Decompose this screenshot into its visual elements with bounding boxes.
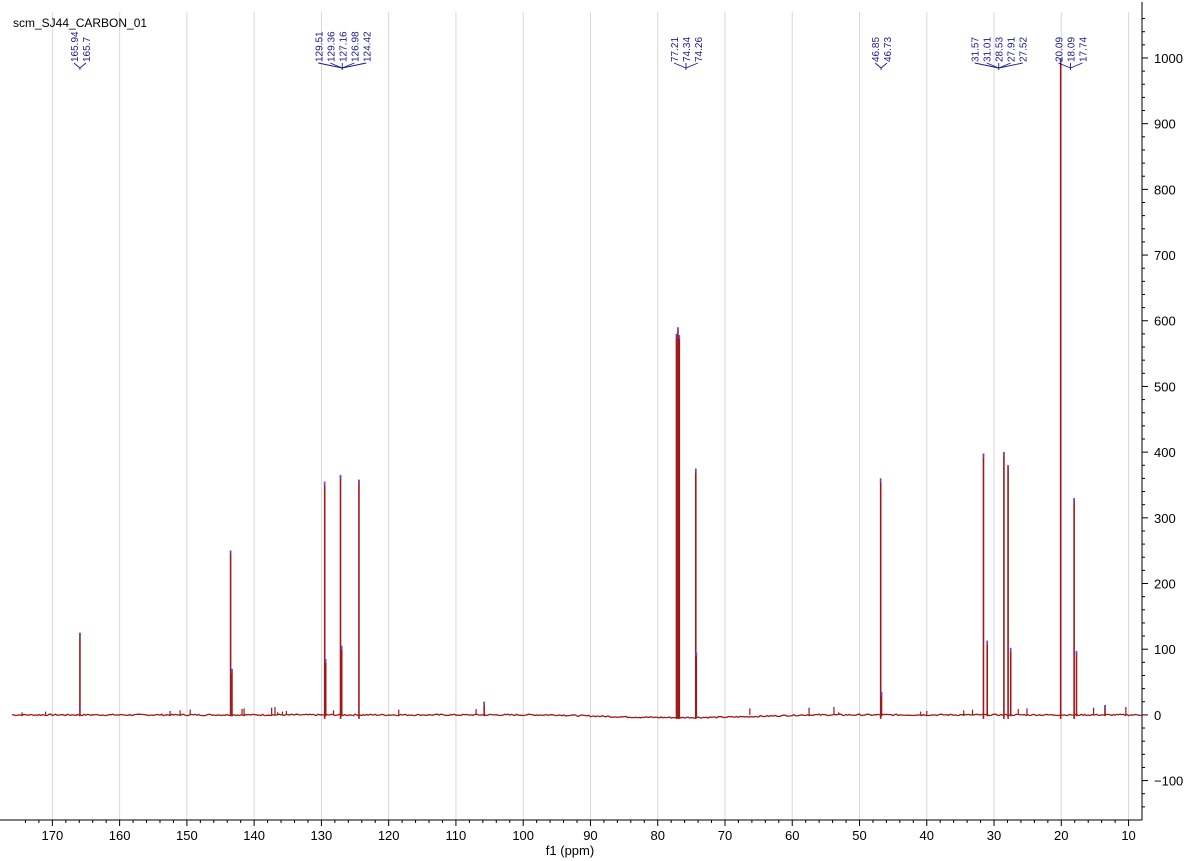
x-tick-label: 50 [852,828,866,843]
peak-label-connector [874,62,882,69]
x-tick-label: 10 [1121,828,1135,843]
x-tick-label: 30 [987,828,1001,843]
peak-label: 126.98 [350,31,361,62]
peak-label-connector [342,62,367,69]
peak-label: 127.16 [338,31,349,62]
x-tick-label: 120 [378,828,400,843]
x-tick-label: 100 [512,828,534,843]
peak-label: 31.57 [971,37,982,62]
peak-label-connector [685,62,699,69]
peak-label: 18.09 [1066,37,1077,62]
y-tick-label: 200 [1154,577,1176,592]
x-tick-label: 170 [42,828,64,843]
y-tick-label: 0 [1154,708,1161,723]
peak-label: 77.21 [670,37,681,62]
peak-label-connector [880,62,888,69]
peak-label: 165.7 [82,37,93,62]
x-tick-label: 150 [176,828,198,843]
axis-layer: 170 160 150 140 130 120 110 100 90 80 70 60 50 40 30 20… [0,2,1183,843]
peak-label-connector [998,62,1023,69]
peak-label-connector [318,62,343,69]
peak-label: 31.01 [983,37,994,62]
peak-label: 20.09 [1054,37,1065,62]
peak-label: 46.73 [883,37,894,62]
peak-label: 129.51 [314,31,325,62]
peak-label-layer: 165.94 165.7 129.51 129.36 127.16 126.98 124.4… [70,31,1089,70]
x-tick-label: 130 [311,828,333,843]
x-tick-label: 90 [583,828,597,843]
x-tick-label: 40 [920,828,934,843]
spectrum-baseline [11,713,1142,719]
x-tick-label: 110 [446,828,467,843]
peak-label-connector [79,62,87,69]
peak-label: 74.34 [682,37,693,62]
peak-label: 46.85 [871,37,882,62]
peak-label: 27.91 [1007,37,1018,62]
peak-label-connector [330,62,343,69]
peak-label: 27.52 [1019,37,1030,62]
y-tick-label: 900 [1154,117,1176,132]
x-tick-label: 140 [243,828,265,843]
peak-label: 17.74 [1078,37,1089,62]
x-tick-label: 60 [785,828,799,843]
chart-title: scm_SJ44_CARBON_01 [13,16,147,30]
peak-label: 165.94 [70,31,81,62]
grid-layer [51,12,1130,820]
y-tick-label: 400 [1154,445,1176,460]
peak-label-connector [73,62,81,69]
peak-label-connector [1070,62,1083,69]
peak-label-connector [673,62,687,69]
x-tick-label: 80 [650,828,664,843]
y-tick-label: −100 [1154,774,1183,789]
x-axis-label: f1 (ppm) [546,843,594,858]
y-tick-label: 300 [1154,511,1176,526]
y-tick-label: 500 [1154,379,1176,394]
y-tick-label: 800 [1154,182,1176,197]
peak-label-connector [974,62,999,69]
spectrum-layer [11,57,1142,719]
x-tick-label: 160 [109,828,131,843]
peak-label-connector [986,62,999,69]
x-tick-label: 20 [1054,828,1068,843]
peak-label: 129.36 [326,31,337,62]
peak-label: 124.42 [362,31,373,62]
peak-label: 28.53 [995,37,1006,62]
peak-label-connector [1058,62,1071,69]
y-tick-label: 600 [1154,314,1176,329]
y-tick-label: 100 [1154,642,1176,657]
y-tick-label: 700 [1154,248,1176,263]
peak-label: 74.26 [694,37,705,62]
y-tick-label: 1000 [1154,51,1183,66]
x-tick-label: 70 [718,828,732,843]
